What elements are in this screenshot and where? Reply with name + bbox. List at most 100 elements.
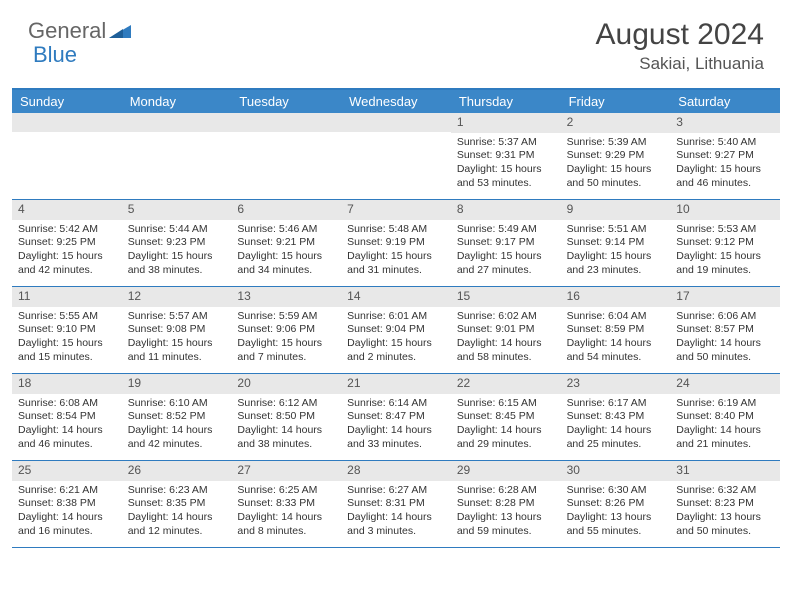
day-number: 23 (561, 374, 671, 394)
day-number: 17 (670, 287, 780, 307)
sunrise-text: Sunrise: 6:28 AM (457, 484, 555, 498)
day-cell: 13Sunrise: 5:59 AMSunset: 9:06 PMDayligh… (231, 287, 341, 373)
day-number: 7 (341, 200, 451, 220)
sunset-text: Sunset: 9:21 PM (237, 236, 335, 250)
day-body: Sunrise: 6:23 AMSunset: 8:35 PMDaylight:… (122, 481, 232, 544)
day-body: Sunrise: 5:46 AMSunset: 9:21 PMDaylight:… (231, 220, 341, 283)
day-body: Sunrise: 5:59 AMSunset: 9:06 PMDaylight:… (231, 307, 341, 370)
sunrise-text: Sunrise: 6:06 AM (676, 310, 774, 324)
day-header: Thursday (451, 90, 561, 113)
day-cell: 3Sunrise: 5:40 AMSunset: 9:27 PMDaylight… (670, 113, 780, 199)
sunrise-text: Sunrise: 6:30 AM (567, 484, 665, 498)
sunset-text: Sunset: 8:45 PM (457, 410, 555, 424)
day-body: Sunrise: 6:15 AMSunset: 8:45 PMDaylight:… (451, 394, 561, 457)
week-row: 11Sunrise: 5:55 AMSunset: 9:10 PMDayligh… (12, 287, 780, 374)
day-body: Sunrise: 5:48 AMSunset: 9:19 PMDaylight:… (341, 220, 451, 283)
sunset-text: Sunset: 8:47 PM (347, 410, 445, 424)
daylight-text: Daylight: 14 hours and 46 minutes. (18, 424, 116, 451)
sunset-text: Sunset: 9:31 PM (457, 149, 555, 163)
day-body: Sunrise: 5:51 AMSunset: 9:14 PMDaylight:… (561, 220, 671, 283)
daylight-text: Daylight: 15 hours and 46 minutes. (676, 163, 774, 190)
sunrise-text: Sunrise: 6:10 AM (128, 397, 226, 411)
day-number: 28 (341, 461, 451, 481)
sunset-text: Sunset: 8:43 PM (567, 410, 665, 424)
day-cell: 20Sunrise: 6:12 AMSunset: 8:50 PMDayligh… (231, 374, 341, 460)
sunrise-text: Sunrise: 6:08 AM (18, 397, 116, 411)
day-cell (341, 113, 451, 199)
day-number: 3 (670, 113, 780, 133)
daylight-text: Daylight: 14 hours and 29 minutes. (457, 424, 555, 451)
daylight-text: Daylight: 15 hours and 53 minutes. (457, 163, 555, 190)
sunrise-text: Sunrise: 5:37 AM (457, 136, 555, 150)
daylight-text: Daylight: 14 hours and 8 minutes. (237, 511, 335, 538)
sunrise-text: Sunrise: 6:02 AM (457, 310, 555, 324)
day-body: Sunrise: 5:57 AMSunset: 9:08 PMDaylight:… (122, 307, 232, 370)
day-cell: 10Sunrise: 5:53 AMSunset: 9:12 PMDayligh… (670, 200, 780, 286)
day-number: 8 (451, 200, 561, 220)
day-body: Sunrise: 5:37 AMSunset: 9:31 PMDaylight:… (451, 133, 561, 196)
day-body: Sunrise: 6:06 AMSunset: 8:57 PMDaylight:… (670, 307, 780, 370)
day-body: Sunrise: 6:21 AMSunset: 8:38 PMDaylight:… (12, 481, 122, 544)
daylight-text: Daylight: 15 hours and 2 minutes. (347, 337, 445, 364)
day-cell (231, 113, 341, 199)
daylight-text: Daylight: 14 hours and 21 minutes. (676, 424, 774, 451)
day-number: 30 (561, 461, 671, 481)
day-header: Friday (561, 90, 671, 113)
day-number: 24 (670, 374, 780, 394)
day-number: 29 (451, 461, 561, 481)
day-cell: 4Sunrise: 5:42 AMSunset: 9:25 PMDaylight… (12, 200, 122, 286)
day-number: 12 (122, 287, 232, 307)
sunset-text: Sunset: 8:33 PM (237, 497, 335, 511)
sunset-text: Sunset: 8:50 PM (237, 410, 335, 424)
day-number: 6 (231, 200, 341, 220)
daylight-text: Daylight: 15 hours and 7 minutes. (237, 337, 335, 364)
day-body: Sunrise: 6:28 AMSunset: 8:28 PMDaylight:… (451, 481, 561, 544)
sunset-text: Sunset: 9:01 PM (457, 323, 555, 337)
sunrise-text: Sunrise: 5:57 AM (128, 310, 226, 324)
day-cell: 30Sunrise: 6:30 AMSunset: 8:26 PMDayligh… (561, 461, 671, 547)
day-body: Sunrise: 5:49 AMSunset: 9:17 PMDaylight:… (451, 220, 561, 283)
sunset-text: Sunset: 8:54 PM (18, 410, 116, 424)
sunset-text: Sunset: 9:12 PM (676, 236, 774, 250)
day-body: Sunrise: 6:14 AMSunset: 8:47 PMDaylight:… (341, 394, 451, 457)
day-body: Sunrise: 6:02 AMSunset: 9:01 PMDaylight:… (451, 307, 561, 370)
sunset-text: Sunset: 8:38 PM (18, 497, 116, 511)
sunrise-text: Sunrise: 6:25 AM (237, 484, 335, 498)
day-header-row: Sunday Monday Tuesday Wednesday Thursday… (12, 90, 780, 113)
daylight-text: Daylight: 13 hours and 59 minutes. (457, 511, 555, 538)
day-body: Sunrise: 6:04 AMSunset: 8:59 PMDaylight:… (561, 307, 671, 370)
daylight-text: Daylight: 14 hours and 12 minutes. (128, 511, 226, 538)
day-body: Sunrise: 6:27 AMSunset: 8:31 PMDaylight:… (341, 481, 451, 544)
sunrise-text: Sunrise: 6:04 AM (567, 310, 665, 324)
day-number: 14 (341, 287, 451, 307)
day-number (341, 113, 451, 132)
sunset-text: Sunset: 8:23 PM (676, 497, 774, 511)
sunrise-text: Sunrise: 5:39 AM (567, 136, 665, 150)
sunrise-text: Sunrise: 5:49 AM (457, 223, 555, 237)
day-number: 22 (451, 374, 561, 394)
sunset-text: Sunset: 9:08 PM (128, 323, 226, 337)
daylight-text: Daylight: 15 hours and 38 minutes. (128, 250, 226, 277)
day-number: 9 (561, 200, 671, 220)
sunrise-text: Sunrise: 5:46 AM (237, 223, 335, 237)
day-number: 27 (231, 461, 341, 481)
sunset-text: Sunset: 9:14 PM (567, 236, 665, 250)
sunrise-text: Sunrise: 5:51 AM (567, 223, 665, 237)
day-body: Sunrise: 6:30 AMSunset: 8:26 PMDaylight:… (561, 481, 671, 544)
day-number: 15 (451, 287, 561, 307)
day-cell: 6Sunrise: 5:46 AMSunset: 9:21 PMDaylight… (231, 200, 341, 286)
day-number: 13 (231, 287, 341, 307)
sunrise-text: Sunrise: 5:55 AM (18, 310, 116, 324)
day-body: Sunrise: 5:39 AMSunset: 9:29 PMDaylight:… (561, 133, 671, 196)
day-number (231, 113, 341, 132)
day-cell: 21Sunrise: 6:14 AMSunset: 8:47 PMDayligh… (341, 374, 451, 460)
title-block: August 2024 Sakiai, Lithuania (596, 18, 764, 74)
daylight-text: Daylight: 15 hours and 50 minutes. (567, 163, 665, 190)
sunrise-text: Sunrise: 5:42 AM (18, 223, 116, 237)
daylight-text: Daylight: 14 hours and 50 minutes. (676, 337, 774, 364)
sunrise-text: Sunrise: 6:23 AM (128, 484, 226, 498)
day-number: 19 (122, 374, 232, 394)
day-header: Tuesday (231, 90, 341, 113)
header: General August 2024 Sakiai, Lithuania (0, 0, 792, 82)
week-row: 18Sunrise: 6:08 AMSunset: 8:54 PMDayligh… (12, 374, 780, 461)
